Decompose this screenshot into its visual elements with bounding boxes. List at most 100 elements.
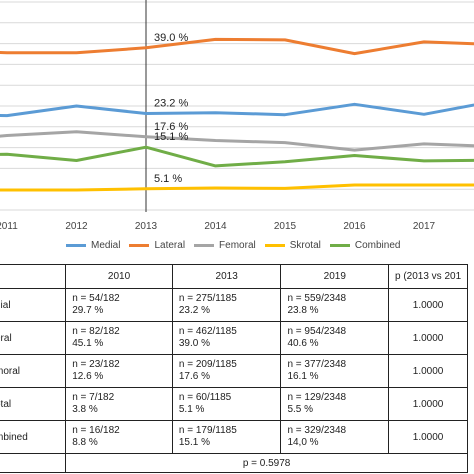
series-line-femoral [0,130,474,152]
cell-count: n = 209/1185 [178,359,237,370]
statistics-table: 2010 2013 2019 p (2013 vs 201 dial n = 5… [0,264,468,473]
cell-percent: 5.5 % [287,404,314,415]
cell-percent: 3.8 % [72,404,98,415]
cell-percent: 12.6 % [72,371,104,382]
data-label-femoral: 17.6 % [154,121,188,133]
legend-swatch [129,244,150,247]
legend-label: Lateral [154,240,186,251]
table-footer-row: p = 0.5978 [0,453,468,473]
cell-2010: n = 7/182 3.8 % [65,387,173,421]
legend-swatch [66,244,86,247]
header-cell-2019: 2019 [280,264,390,289]
cell-percent: 5.1 % [178,404,205,415]
series-line-medial [0,102,474,118]
cell-2019: n = 559/2348 23.8 % [280,288,390,322]
cell-count: n = 82/182 [72,326,120,337]
legend-label: Skrotal [289,240,321,251]
footer-blank-cell [0,453,67,473]
x-axis-ticks: 2011 2012 2013 2014 2015 2016 2017 [0,221,436,232]
row-label: dial [0,288,67,322]
legend-item-femoral: Femoral [194,240,256,251]
cell-2010: n = 16/182 8.8 % [65,420,173,454]
header-cell-2013: 2013 [171,264,282,289]
cell-2019: n = 377/2348 16.1 % [280,354,390,388]
cell-percent: 23.8 % [287,305,319,316]
data-label-lateral: 39.0 % [154,32,188,44]
series-line-skrotal [0,183,474,192]
cell-count: n = 329/2348 [287,425,347,436]
row-label: mbined [0,420,67,454]
cell-count: n = 7/182 [72,392,115,403]
legend: Medial Lateral Femoral Skrotal Combined [66,240,409,251]
cell-percent: 23.2 % [178,305,211,316]
series-line-combined [0,145,474,168]
cell-count: n = 462/1185 [178,326,237,337]
cell-p-value: 1.0000 [388,321,468,355]
cell-percent: 40.6 % [287,338,319,349]
series-lines [0,37,474,192]
cell-p-value: 1.0000 [388,288,468,322]
cell-count: n = 559/2348 [287,293,347,304]
cell-2010: n = 82/182 45.1 % [65,321,173,355]
x-tick-label: 2016 [343,221,366,232]
series-line-lateral [0,37,474,56]
cell-count: n = 16/182 [72,425,120,436]
legend-item-medial: Medial [66,240,120,251]
legend-swatch [329,244,350,247]
x-tick-label: 2014 [204,221,227,232]
cell-2013: n = 179/1185 15.1 % [171,420,282,454]
header-cell-blank [0,264,67,289]
cell-2019: n = 329/2348 14,0 % [280,420,390,454]
data-label-combined: 15.1 % [154,131,188,143]
line-chart: 2011 2012 2013 2014 2015 2016 2017 39.0 % 23.2 … [0,0,474,232]
cell-percent: 45.1 % [72,338,104,349]
x-tick-label: 2013 [135,221,158,232]
cell-2010: n = 23/182 12.6 % [65,354,173,388]
x-tick-label: 2012 [65,221,88,232]
table-header-row: 2010 2013 2019 p (2013 vs 201 [0,264,468,289]
cell-2013: n = 462/1185 39.0 % [171,321,282,355]
cell-count: n = 60/1185 [178,392,232,403]
header-cell-p-value: p (2013 vs 201 [388,264,468,289]
cell-p-value: 1.0000 [388,354,468,388]
cell-percent: 15.1 % [178,437,211,448]
legend-label: Combined [354,240,401,251]
header-cell-2010: 2010 [65,264,173,289]
cell-2013: n = 209/1185 17.6 % [171,354,282,388]
row-label: eral [0,321,67,355]
cell-2013: n = 275/1185 23.2 % [171,288,282,322]
cell-percent: 14,0 % [287,437,319,448]
legend-label: Medial [91,240,121,251]
cell-p-value: 1.0000 [388,387,468,421]
cell-count: n = 377/2348 [287,359,347,370]
cell-count: n = 54/182 [72,293,120,304]
cell-count: n = 179/1185 [178,425,237,436]
overall-p-value: p = 0.5978 [65,453,468,473]
cell-p-value: 1.0000 [388,420,468,454]
cell-percent: 8.8 % [72,437,98,448]
cell-count: n = 129/2348 [287,392,347,403]
data-label-skrotal: 5.1 % [154,173,182,185]
legend-item-lateral: Lateral [129,240,185,251]
cell-count: n = 275/1185 [178,293,237,304]
x-tick-label: 2011 [0,221,18,232]
cell-2019: n = 129/2348 5.5 % [280,387,390,421]
row-label: otal [0,387,67,421]
x-tick-label: 2015 [274,221,297,232]
cell-percent: 17.6 % [178,371,211,382]
cell-percent: 16.1 % [287,371,319,382]
legend-label: Femoral [219,240,256,251]
cell-2010: n = 54/182 29.7 % [65,288,173,322]
cell-percent: 29.7 % [72,305,104,316]
legend-item-combined: Combined [329,240,401,251]
legend-item-skrotal: Skrotal [264,240,321,251]
cell-2013: n = 60/1185 5.1 % [171,387,282,421]
x-tick-label: 2017 [413,221,436,232]
data-labels: 39.0 % 23.2 % 17.6 %15.1 % 5.1 % [154,32,188,185]
cell-percent: 39.0 % [178,338,211,349]
